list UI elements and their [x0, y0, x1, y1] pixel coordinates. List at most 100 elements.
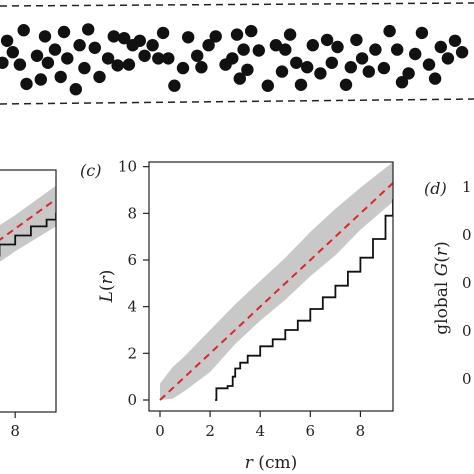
- pattern-point: [88, 41, 102, 54]
- pattern-point: [237, 43, 250, 56]
- pattern-point: [275, 65, 289, 78]
- point-pattern-panel: [0, 2, 474, 105]
- pattern-point: [152, 52, 165, 65]
- pattern-point: [306, 39, 319, 52]
- pattern-point: [325, 56, 338, 69]
- panel-c: (c) 0 2 4 6 8 0 2 4 6 8 10 r (cm) L(r): [80, 158, 394, 473]
- panel-b-plot-area: [0, 185, 56, 262]
- panel-c-plot-area: [159, 162, 393, 401]
- pattern-point: [191, 49, 204, 62]
- pattern-point: [111, 59, 124, 72]
- y-tick-label: 0: [462, 274, 472, 292]
- y-tick-label: 0: [462, 322, 472, 340]
- pattern-point: [422, 58, 436, 71]
- pattern-point: [269, 39, 283, 52]
- pattern-point: [48, 43, 62, 56]
- y-tick-label: 2: [127, 344, 137, 362]
- envelope-band: [160, 162, 393, 400]
- pattern-point: [415, 26, 429, 40]
- pattern-point: [434, 40, 447, 54]
- pattern-point: [290, 56, 303, 69]
- pattern-point: [383, 24, 396, 38]
- pattern-point: [301, 60, 314, 74]
- pattern-point: [176, 61, 190, 75]
- pattern-point: [0, 56, 9, 69]
- pattern-point: [230, 28, 244, 41]
- pattern-point: [391, 43, 404, 56]
- pattern-point: [331, 40, 344, 54]
- panel-d-y-axis-label: global G(r): [432, 241, 452, 334]
- panel-d-partial: (d) global G(r) 1 0 0 0 0: [424, 178, 472, 388]
- y-tick-label: 10: [118, 158, 137, 176]
- pattern-point: [82, 23, 95, 36]
- panel-c-letter: (c): [80, 161, 101, 180]
- pattern-point: [168, 79, 181, 92]
- panel-c-frame: [148, 161, 394, 412]
- pattern-point: [20, 77, 33, 91]
- x-tick-label: 6: [306, 422, 316, 440]
- pattern-point: [122, 58, 136, 71]
- x-tick-label: 2: [205, 422, 215, 440]
- y-tick-label: 8: [127, 204, 137, 222]
- pattern-point: [350, 33, 363, 47]
- panel-d-y-ticks: 1 0 0 0 0: [462, 178, 472, 388]
- x-tick-label: 8: [10, 422, 20, 440]
- pattern-point: [455, 46, 469, 59]
- pattern-point: [241, 63, 254, 76]
- x-tick-label: 4: [255, 422, 265, 440]
- pattern-point: [195, 60, 208, 74]
- pattern-point: [107, 30, 121, 43]
- panel-c-y-ticks: 0 2 4 6 8 10: [118, 158, 149, 409]
- pattern-point: [17, 24, 30, 37]
- pattern-point: [61, 52, 74, 65]
- pattern-point: [6, 46, 19, 59]
- pattern-point: [320, 33, 334, 47]
- observed-line: [0, 212, 56, 257]
- pattern-point: [0, 34, 14, 47]
- pattern-point: [395, 76, 409, 89]
- pattern-point: [182, 31, 195, 44]
- pattern-point: [402, 67, 415, 80]
- pattern-point: [279, 43, 292, 56]
- theoretical-line: [159, 182, 393, 401]
- pattern-point: [441, 52, 455, 65]
- pattern-point: [156, 26, 170, 40]
- pattern-point: [409, 47, 422, 61]
- pattern-point: [41, 56, 55, 69]
- pattern-point: [118, 32, 131, 45]
- pattern-point: [34, 73, 47, 86]
- pattern-point: [252, 44, 265, 57]
- pattern-point: [69, 83, 83, 96]
- pattern-point: [57, 25, 71, 39]
- y-tick-label: 0: [127, 391, 137, 409]
- pattern-point: [101, 52, 115, 65]
- strip-top-dashed-border: [0, 2, 474, 7]
- envelope-band: [0, 185, 56, 262]
- pattern-point: [245, 24, 258, 38]
- x-tick-label: 0: [155, 422, 165, 440]
- theoretical-line: [0, 198, 56, 241]
- pattern-point: [344, 60, 357, 74]
- pattern-point: [448, 34, 462, 47]
- pattern-point: [73, 39, 86, 52]
- pattern-point: [233, 72, 246, 85]
- pattern-point: [78, 61, 91, 75]
- observed-line: [215, 199, 393, 401]
- pattern-point: [369, 43, 382, 56]
- pattern-point: [13, 58, 27, 71]
- y-tick-label: 1: [462, 178, 472, 196]
- panel-c-y-axis-label: L(r): [97, 270, 117, 304]
- panel-c-x-axis-label: r (cm): [245, 453, 297, 473]
- pattern-point: [261, 79, 274, 92]
- pattern-point: [314, 67, 327, 80]
- pattern-point: [377, 61, 391, 75]
- point-pattern-dots: [0, 23, 469, 96]
- panel-c-x-ticks: 0 2 4 6 8: [155, 411, 365, 440]
- x-tick-label: 8: [356, 422, 366, 440]
- pattern-point: [362, 65, 375, 78]
- panel-b-x-ticks: 8: [10, 412, 20, 440]
- panel-b-frame: [0, 169, 57, 413]
- pattern-point: [209, 30, 222, 43]
- y-tick-label: 0: [462, 226, 472, 244]
